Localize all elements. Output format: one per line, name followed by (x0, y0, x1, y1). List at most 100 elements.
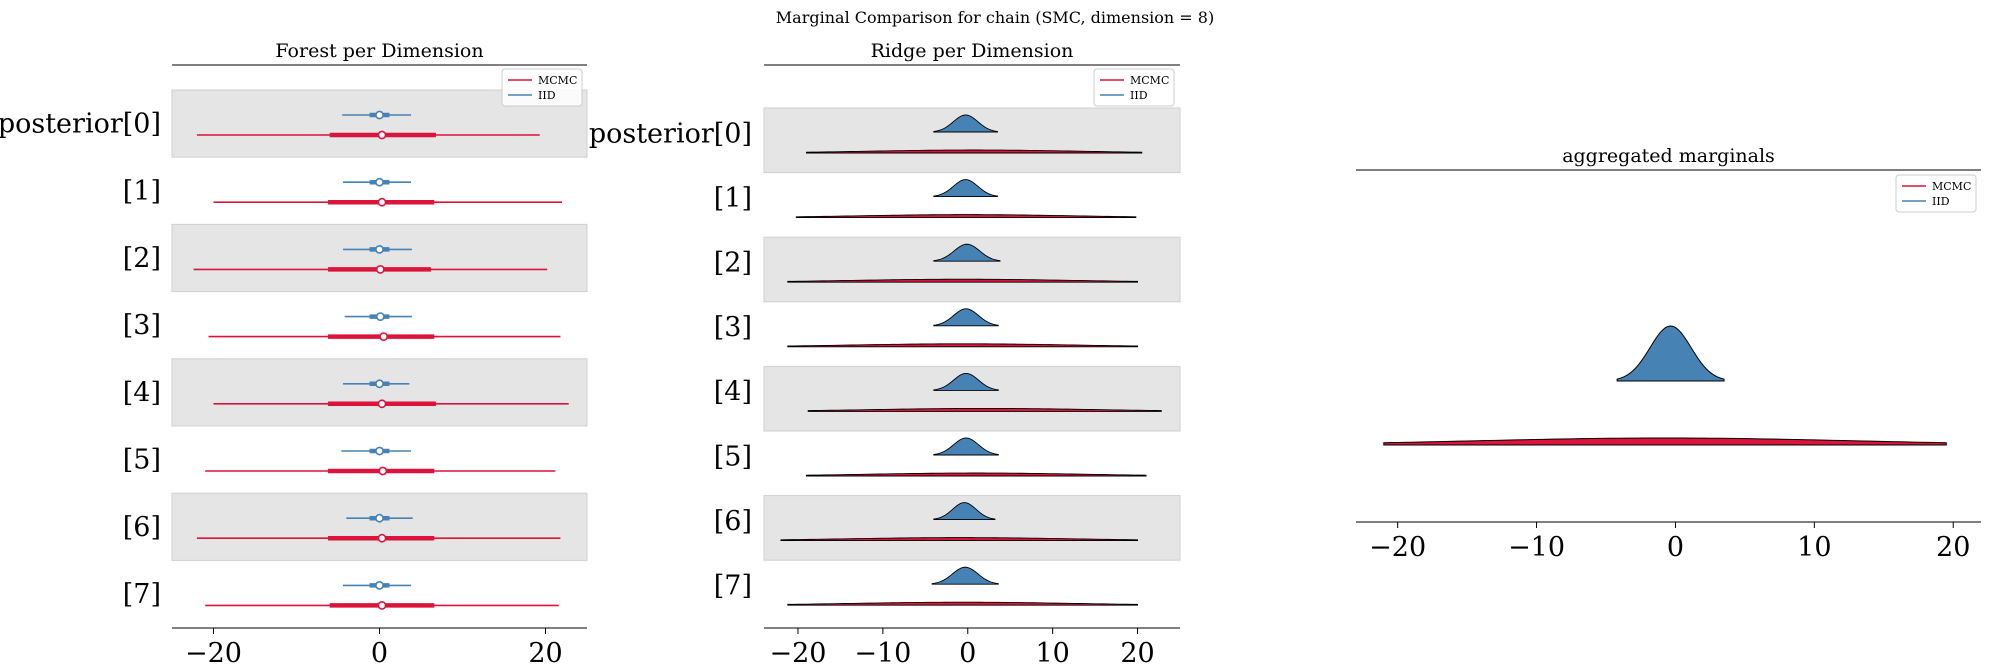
row-label: [5] (714, 441, 752, 472)
row-label: [6] (714, 506, 752, 537)
iid-interval (342, 244, 412, 254)
iid-density (933, 114, 998, 133)
mcmc-density (780, 537, 1138, 542)
figure-title: Marginal Comparison for chain (SMC, dime… (776, 8, 1214, 27)
iid-density (933, 179, 998, 198)
mcmc-density (787, 601, 1138, 606)
row-label: posterior[0] (589, 118, 752, 149)
x-tick-label: 0 (1667, 532, 1684, 563)
row-band (171, 358, 588, 427)
mcmc-density (787, 343, 1138, 348)
row-band (171, 492, 588, 561)
legend-label: IID (538, 89, 556, 102)
mcmc-interval (205, 466, 556, 476)
median-point (375, 312, 385, 321)
legend-box (1895, 174, 1977, 213)
mcmc-density (1383, 437, 1947, 446)
median-point (375, 379, 384, 389)
row-band (171, 223, 588, 293)
x-tick-label: −10 (1508, 532, 1565, 563)
median-point (375, 513, 384, 523)
iid-interval (344, 312, 412, 321)
row-label: [3] (714, 312, 752, 343)
mcmc-interval (208, 332, 561, 341)
iid-density (933, 243, 1001, 262)
row-label: [2] (714, 248, 752, 279)
mcmc-interval (213, 399, 569, 409)
median-point (377, 533, 387, 543)
x-tick-label: 20 (1120, 638, 1154, 669)
x-tick-label: −20 (769, 638, 826, 669)
x-tick-label: 0 (371, 638, 388, 669)
mcmc-interval (205, 601, 559, 610)
row-label: [1] (123, 176, 161, 207)
legend-label: MCMC (1130, 74, 1169, 87)
iid-density (933, 437, 999, 456)
median-point (377, 601, 387, 610)
iid-density (931, 566, 999, 585)
median-point (377, 399, 387, 409)
median-point (375, 244, 384, 254)
row-label: [1] (714, 183, 752, 214)
legend-label: MCMC (1932, 180, 1971, 193)
x-tick-label: −10 (854, 638, 911, 669)
row-label: [7] (714, 571, 752, 602)
mcmc-interval (196, 533, 561, 543)
mcmc-interval (196, 130, 540, 140)
row-label: [4] (714, 377, 752, 408)
mcmc-density (806, 149, 1143, 154)
row-label: [4] (123, 377, 161, 408)
iid-density (933, 502, 996, 521)
aggregated-panel: aggregated marginals −20 −10 0 10 20 MCMC IID (1356, 145, 1981, 563)
iid-interval (342, 379, 410, 389)
median-point (379, 332, 389, 341)
row-label: [3] (123, 310, 161, 341)
x-tick-label: 20 (1936, 532, 1970, 563)
iid-interval (346, 513, 413, 523)
mcmc-interval (213, 197, 563, 207)
panel-title: Forest per Dimension (275, 40, 483, 62)
forest-panel: Forest per Dimension posterior[0] [1] [2] [3… (0, 40, 588, 669)
row-band (763, 495, 1181, 561)
legend-label: MCMC (538, 74, 577, 87)
median-point (377, 197, 387, 207)
iid-density (933, 308, 999, 327)
ridge-panel: Ridge per Dimension posterior[0] [1] [2] [3]… (589, 40, 1181, 669)
panel-title: Ridge per Dimension (871, 40, 1074, 62)
mcmc-interval (193, 264, 548, 274)
x-tick-label: 20 (528, 638, 562, 669)
median-point (375, 264, 385, 274)
mcmc-density (806, 472, 1147, 477)
mcmc-density (807, 407, 1162, 412)
iid-interval (341, 446, 412, 456)
row-label: [2] (123, 243, 161, 274)
panel-title: aggregated marginals (1562, 145, 1775, 167)
x-tick-label: 0 (959, 638, 976, 669)
legend-box (501, 68, 583, 107)
row-label: [7] (123, 579, 161, 610)
legend-label: IID (1932, 195, 1950, 208)
row-label: [6] (123, 512, 161, 543)
median-point (377, 130, 387, 140)
median-point (375, 110, 384, 120)
median-point (375, 446, 384, 456)
mcmc-density (787, 278, 1138, 283)
iid-density (1616, 325, 1725, 382)
iid-interval (342, 581, 412, 590)
iid-interval (342, 110, 412, 120)
median-point (378, 466, 388, 476)
median-point (375, 581, 384, 590)
x-tick-label: −20 (1369, 532, 1426, 563)
iid-interval (342, 177, 412, 187)
median-point (375, 177, 384, 187)
row-label: posterior[0] (0, 109, 161, 140)
x-tick-label: 10 (1797, 532, 1831, 563)
x-tick-label: 10 (1035, 638, 1069, 669)
row-label: [5] (123, 445, 161, 476)
iid-density (933, 372, 999, 391)
legend-label: IID (1130, 89, 1148, 102)
legend-box (1093, 68, 1175, 107)
x-tick-label: −20 (185, 638, 242, 669)
mcmc-density (795, 214, 1137, 219)
